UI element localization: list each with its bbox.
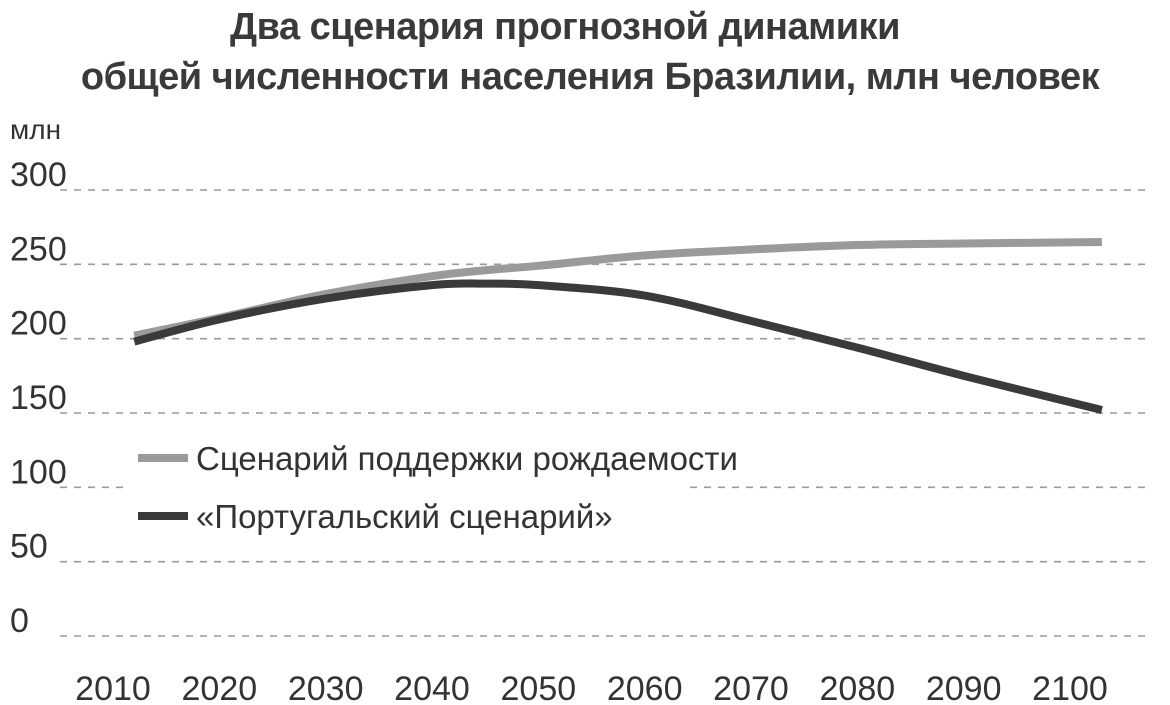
x-axis-ticks: 2010 2020 2030 2040 2050 2060 2070 2080 2090 2100 [75, 670, 1108, 705]
x-tick-label: 2030 [288, 670, 364, 705]
chart-title-line-1: Два сценария прогнозной динамики [230, 6, 900, 48]
series-line-portuguese-scenario [133, 279, 1103, 414]
y-tick-label: 200 [10, 305, 67, 343]
x-tick-label: 2060 [607, 670, 683, 705]
y-tick-label: 150 [10, 379, 67, 417]
legend: Сценарий поддержки рождаемости «Португаль… [128, 432, 738, 548]
legend-background [128, 432, 690, 548]
x-tick-label: 2010 [75, 670, 151, 705]
x-tick-label: 2080 [820, 670, 896, 705]
legend-entry-label: «Португальский сценарий» [196, 498, 613, 535]
y-tick-label: 300 [10, 156, 67, 194]
y-tick-label: 250 [10, 230, 67, 268]
y-tick-label: 50 [10, 528, 48, 566]
x-tick-label: 2070 [713, 670, 789, 705]
legend-entry-label: Сценарий поддержки рождаемости [196, 440, 738, 477]
y-tick-label: 0 [10, 602, 29, 640]
x-tick-label: 2100 [1032, 670, 1108, 705]
x-tick-label: 2050 [501, 670, 577, 705]
series-lines [133, 238, 1103, 414]
y-axis-unit-label: млн [10, 114, 62, 145]
chart-title-line-2: общей численности населения Бразилии, мл… [80, 56, 1100, 98]
y-tick-label: 100 [10, 453, 67, 491]
x-tick-label: 2020 [182, 670, 258, 705]
chart-title: Два сценария прогнозной динамики общей ч… [0, 2, 1170, 102]
x-tick-label: 2040 [394, 670, 470, 705]
y-axis-ticks: 0 50 100 150 200 250 300 [10, 156, 67, 640]
x-tick-label: 2090 [926, 670, 1002, 705]
